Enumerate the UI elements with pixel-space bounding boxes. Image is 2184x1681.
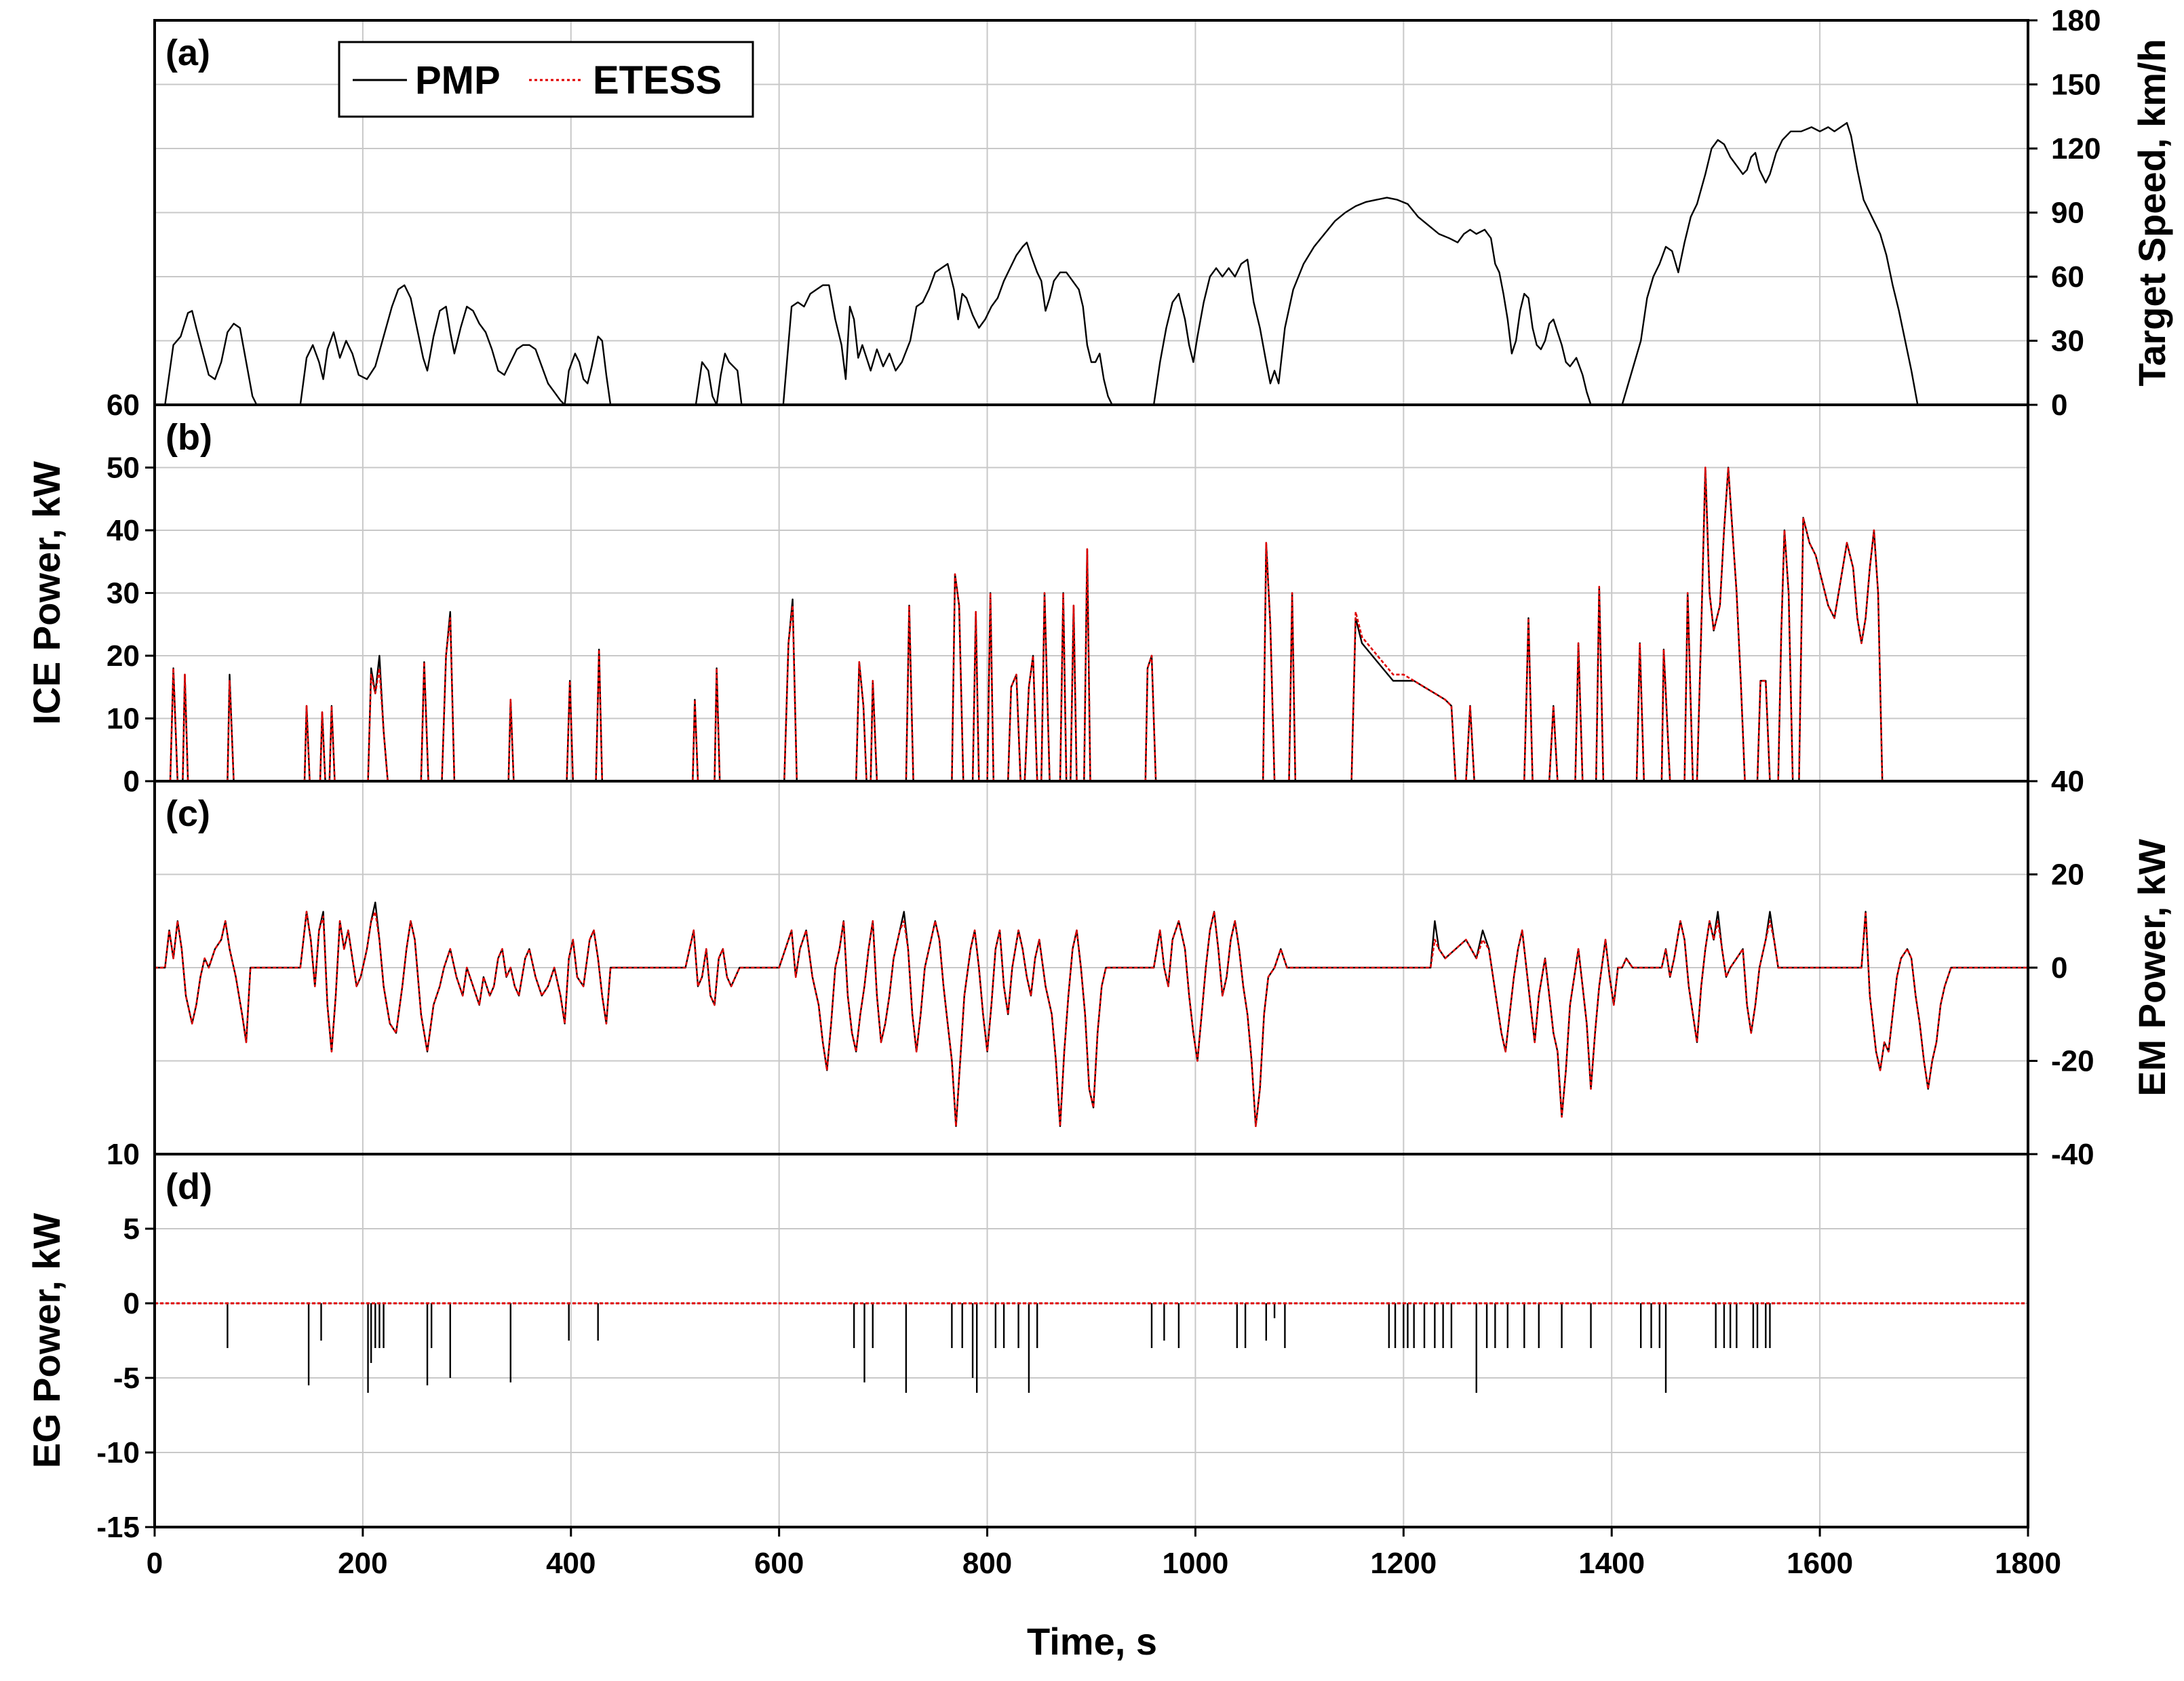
x-tick-label-200: 200	[338, 1547, 387, 1580]
y-tick-label-c-0: 0	[2051, 951, 2067, 985]
y-tick-label-b-30: 30	[106, 577, 140, 610]
frame-layer	[153, 19, 2029, 1528]
y-tick-label-d--5: -5	[113, 1362, 140, 1395]
y-tick-label-d-0: 0	[123, 1287, 140, 1320]
y-tick-label-a-90: 90	[2051, 197, 2084, 230]
panel-label-a: (a)	[165, 33, 210, 73]
x-tick-label-1200: 1200	[1370, 1547, 1437, 1580]
panel-frame-d	[153, 1153, 2029, 1528]
panel-label-d: (d)	[165, 1166, 212, 1207]
x-axis-label: Time, s	[1027, 1620, 1157, 1663]
series-layer	[155, 122, 2028, 1393]
series-b-pmp	[155, 467, 2028, 783]
y-tick-label-d--15: -15	[96, 1511, 140, 1544]
grid-layer	[155, 20, 2028, 1527]
y-tick-label-a-150: 150	[2051, 68, 2101, 102]
x-tick-label-600: 600	[754, 1547, 804, 1580]
x-tick-label-400: 400	[546, 1547, 596, 1580]
y-tick-label-b-20: 20	[106, 639, 140, 673]
y-tick-label-b-10: 10	[106, 703, 140, 736]
series-a-pmp	[155, 122, 2028, 406]
stray-tick-label-a: 60	[106, 389, 140, 422]
tick-layer: 03060901201501806001020304050-40-2002040…	[96, 4, 2101, 1580]
x-tick-label-800: 800	[962, 1547, 1012, 1580]
y-axis-label-b: ICE Power, kW	[25, 461, 68, 725]
x-tick-label-1400: 1400	[1578, 1547, 1645, 1580]
y-axis-label-a: Target Speed, km/h	[2130, 39, 2173, 386]
legend-label-pmp: PMP	[415, 58, 501, 102]
series-b-etess	[155, 467, 2028, 783]
y-axis-label-c: EM Power, kW	[2130, 839, 2173, 1096]
panel-label-b: (b)	[165, 417, 212, 458]
y-tick-label-a-0: 0	[2051, 389, 2067, 422]
y-tick-label-a-120: 120	[2051, 132, 2101, 165]
y-tick-label-a-30: 30	[2051, 325, 2084, 358]
y-tick-label-c-20: 20	[2051, 858, 2084, 892]
y-tick-label-d--10: -10	[96, 1436, 140, 1469]
y-tick-label-b-0: 0	[123, 765, 140, 798]
y-tick-label-c-40: 40	[2051, 765, 2084, 798]
y-tick-label-a-60: 60	[2051, 260, 2084, 294]
y-tick-label-a-180: 180	[2051, 4, 2101, 37]
legend-label-etess: ETESS	[593, 58, 722, 102]
stray-tick-label-c: 10	[106, 1138, 140, 1171]
y-tick-label-d-5: 5	[123, 1212, 140, 1246]
y-tick-label-b-50: 50	[106, 452, 140, 485]
y-tick-label-b-40: 40	[106, 514, 140, 547]
x-tick-label-1600: 1600	[1787, 1547, 1853, 1580]
y-tick-label-c--20: -20	[2051, 1045, 2094, 1078]
y-axis-label-d: EG Power, kW	[25, 1213, 68, 1469]
series-c-etess	[155, 911, 2028, 1128]
x-tick-label-1000: 1000	[1162, 1547, 1228, 1580]
x-tick-label-0: 0	[147, 1547, 163, 1580]
y-tick-label-c--40: -40	[2051, 1138, 2094, 1171]
legend: PMP ETESS	[338, 41, 754, 118]
label-layer: (a) Target Speed, km/h (b) ICE Power, kW (c)…	[25, 33, 2173, 1468]
panel-label-c: (c)	[165, 793, 210, 834]
x-tick-label-1800: 1800	[1995, 1547, 2061, 1580]
series-c-pmp	[155, 901, 2028, 1127]
